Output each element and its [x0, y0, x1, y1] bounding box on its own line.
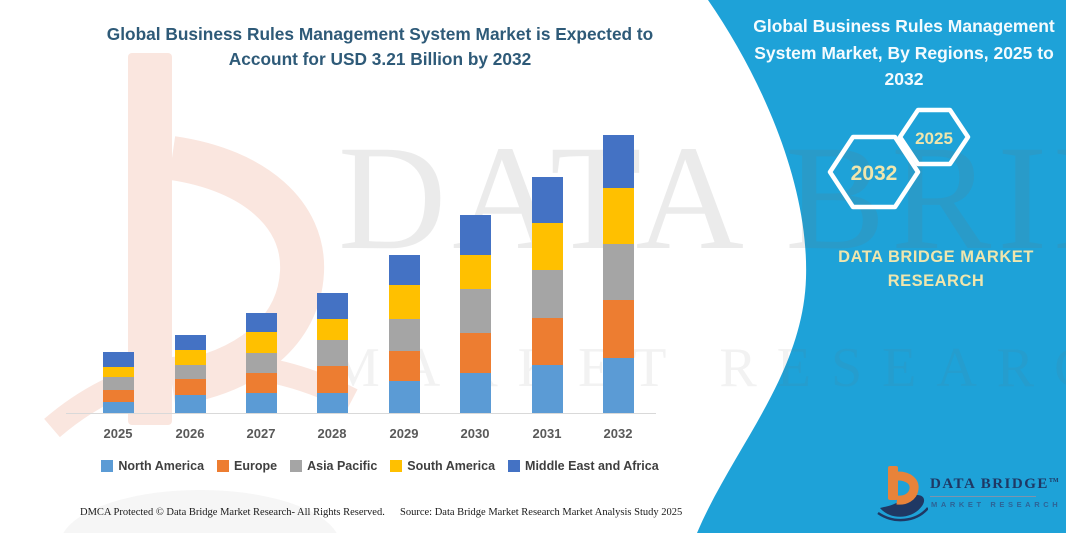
bar-segment-2027-south-america [245, 332, 277, 354]
legend-label: Europe [234, 459, 278, 473]
legend-swatch [101, 460, 114, 472]
panel-title-line1: Global Business Rules Management [753, 16, 1055, 36]
x-axis-label-2026: 2026 [175, 426, 205, 441]
bar-segment-2030-middle-east-and-africa [459, 214, 491, 256]
bar-segment-2027-asia-pacific [245, 353, 277, 374]
data-bridge-logo-icon [877, 466, 928, 522]
legend-item-north-america: North America [101, 459, 204, 473]
bar-segment-2028-asia-pacific [316, 340, 348, 367]
hexagon-2032 [827, 134, 921, 210]
watermark-text-line1: DATA BRIDGE [338, 115, 1066, 281]
legend-label: Middle East and Africa [525, 459, 659, 473]
legend-swatch [390, 460, 403, 472]
bar-segment-2026-south-america [174, 349, 206, 365]
bar-segment-2026-asia-pacific [174, 364, 206, 380]
legend-item-south-america: South America [390, 459, 495, 473]
bar-segment-2032-europe [602, 300, 634, 358]
x-axis-label-2029: 2029 [389, 426, 419, 441]
bar-segment-2027-europe [245, 373, 277, 394]
chart-title-line2: Account for USD 3.21 Billion by 2032 [228, 48, 532, 69]
source-notice: Source: Data Bridge Market Research Mark… [400, 507, 683, 518]
x-axis-label-2028: 2028 [317, 426, 347, 441]
x-axis-label-2025: 2025 [103, 426, 133, 441]
bar-segment-2026-middle-east-and-africa [174, 335, 206, 350]
bar-segment-2032-middle-east-and-africa [602, 135, 634, 188]
legend-label: South America [407, 459, 496, 473]
brand-text: DATA BRIDGE MARKET RESEARCH [790, 245, 1066, 293]
bar-segment-2029-asia-pacific [388, 318, 420, 351]
legend-label: North America [118, 459, 205, 473]
bar-segment-2032-south-america [602, 187, 634, 245]
bar-segment-2028-middle-east-and-africa [316, 292, 348, 320]
hexagon-2025 [897, 107, 971, 167]
bar-segment-2032-north-america [602, 357, 634, 413]
panel-title-line2: System Market, By Regions, 2025 to [754, 42, 1054, 63]
bar-segment-2030-europe [459, 333, 491, 374]
panel-title: Global Business Rules Management System … [748, 13, 1060, 93]
logo-divider [930, 496, 1036, 497]
hexagon-2032-label: 2032 [851, 162, 898, 185]
hexagon-2025-label: 2025 [915, 129, 953, 148]
brand-text-line2: RESEARCH [887, 272, 985, 290]
logo-trademark: TM [1048, 478, 1059, 484]
bar-segment-2031-middle-east-and-africa [531, 176, 563, 224]
legend-swatch [508, 460, 521, 472]
legend-item-europe: Europe [217, 459, 277, 473]
legend-item-middle-east-and-africa: Middle East and Africa [508, 459, 659, 473]
data-bridge-logo: DATA BRIDGETM MARKET RESEARCH [876, 460, 1059, 526]
panel-title-line3: 2032 [884, 69, 924, 89]
x-axis-label-2030: 2030 [460, 426, 490, 441]
bar-segment-2025-south-america [102, 367, 134, 378]
legend-item-asia-pacific: Asia Pacific [290, 459, 377, 473]
logo-tagline: MARKET RESEARCH [931, 500, 1062, 509]
logo-wordmark: DATA BRIDGETM [930, 476, 1059, 493]
bar-segment-2029-south-america [388, 284, 420, 319]
bar-segment-2028-europe [316, 366, 348, 394]
bar-segment-2030-south-america [459, 255, 491, 290]
legend-swatch [217, 460, 230, 472]
chart-title-line1: Global Business Rules Management System … [106, 24, 654, 44]
bar-segment-2027-middle-east-and-africa [245, 313, 277, 333]
bar-segment-2029-north-america [388, 380, 420, 413]
chart-legend: North America Europe Asia Pacific South Ame… [60, 459, 700, 473]
x-axis-label-2031: 2031 [532, 426, 562, 441]
bar-segment-2029-middle-east-and-africa [388, 254, 420, 285]
brand-text-line1: DATA BRIDGE MARKET [838, 248, 1034, 266]
bar-segment-2026-europe [174, 379, 206, 395]
bar-segment-2028-south-america [316, 319, 348, 341]
bar-segment-2026-north-america [174, 394, 206, 413]
bar-segment-2030-asia-pacific [459, 289, 491, 334]
x-axis-label-2027: 2027 [246, 426, 276, 441]
bar-segment-2031-asia-pacific [531, 270, 563, 318]
bar-segment-2025-asia-pacific [102, 377, 134, 391]
bar-segment-2031-europe [531, 317, 563, 366]
legend-swatch [290, 460, 303, 472]
bar-segment-2031-north-america [531, 365, 563, 413]
bar-segment-2025-middle-east-and-africa [102, 352, 134, 368]
bar-segment-2031-south-america [531, 223, 563, 271]
chart-title: Global Business Rules Management System … [70, 22, 690, 71]
bar-segment-2025-north-america [102, 401, 134, 413]
bar-segment-2030-north-america [459, 373, 491, 413]
x-axis-line [66, 413, 656, 414]
logo-name-text: DATA BRIDGE [930, 476, 1049, 492]
bar-segment-2027-north-america [245, 393, 277, 413]
dmca-notice: DMCA Protected © Data Bridge Market Rese… [80, 507, 385, 518]
x-axis-label-2032: 2032 [603, 426, 633, 441]
watermark-text-line2: MARKET RESEARCH [330, 337, 1066, 399]
bar-segment-2028-north-america [316, 393, 348, 413]
bar-segment-2032-asia-pacific [602, 244, 634, 301]
bar-segment-2025-europe [102, 390, 134, 402]
bar-segment-2029-europe [388, 350, 420, 381]
legend-label: Asia Pacific [307, 459, 378, 473]
